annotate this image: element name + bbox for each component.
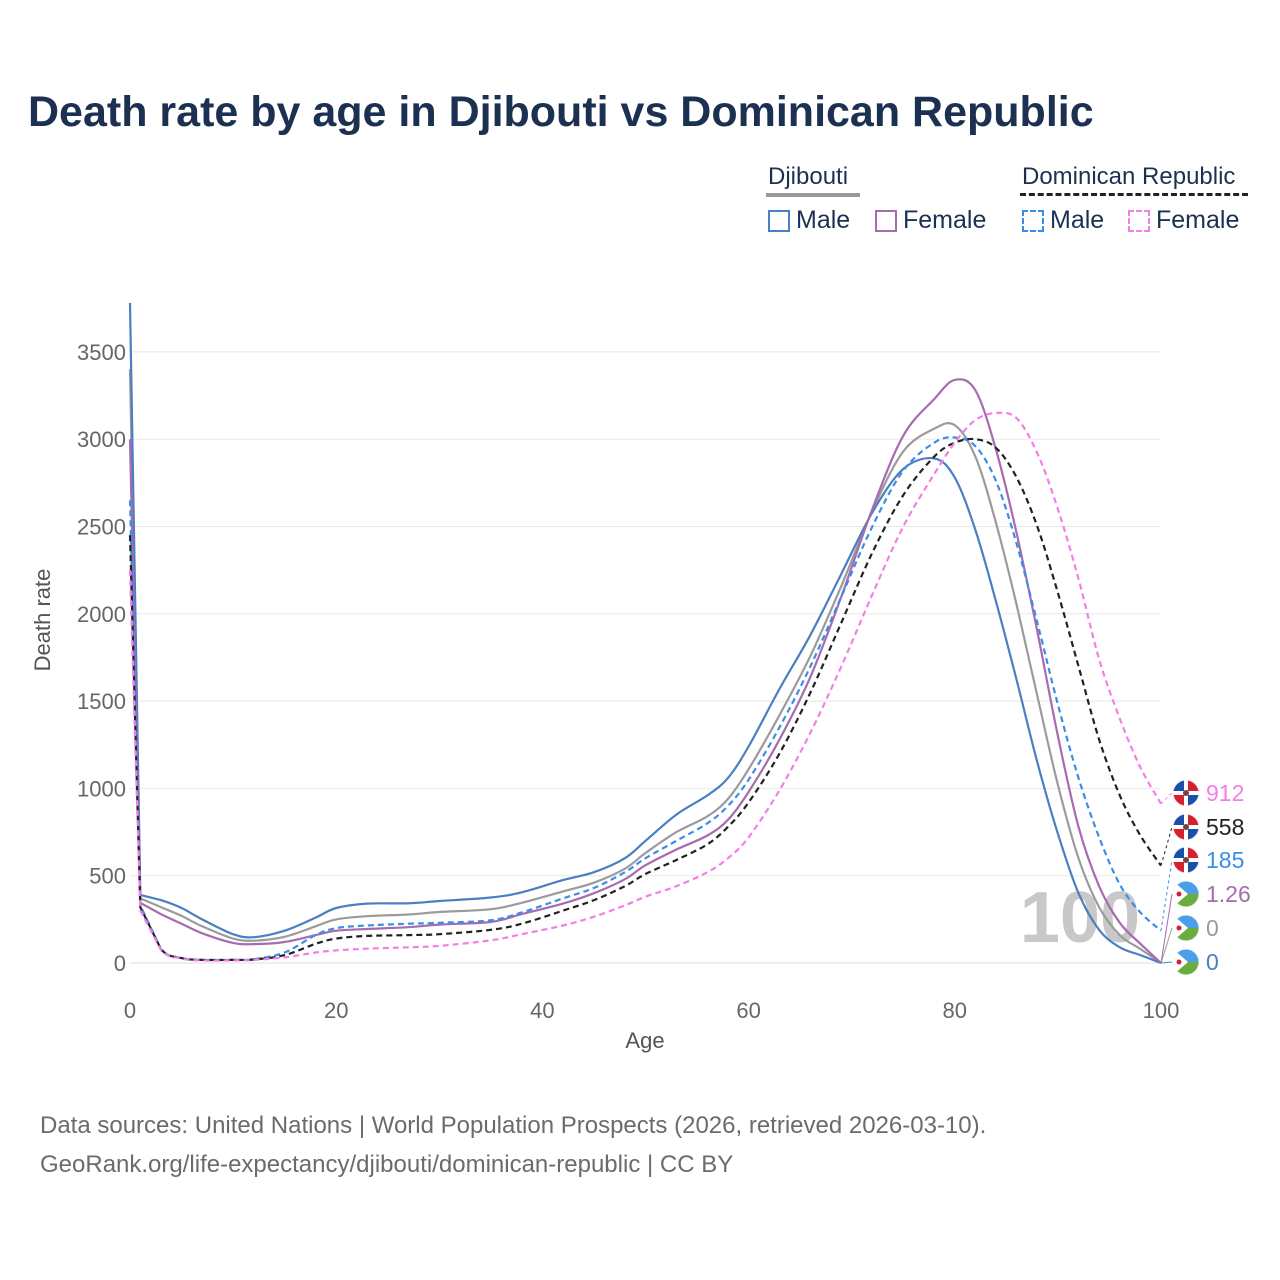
flag-wrapper — [1173, 915, 1199, 941]
x-tick-label: 0 — [124, 998, 136, 1023]
footer-source: Data sources: United Nations | World Pop… — [40, 1112, 987, 1139]
y-tick-label: 2500 — [77, 515, 126, 540]
legend-swatch-dominican-female — [1128, 209, 1150, 232]
flag-wrapper — [1173, 847, 1199, 873]
flag-wrapper — [1173, 949, 1199, 975]
legend-item-djibouti-male[interactable]: Male — [768, 206, 850, 235]
grid-lines — [130, 351, 1161, 877]
legend-swatch-djibouti-female — [875, 209, 897, 232]
axes: 0 500 1000 1500 2000 2500 3000 3500 0 20 40 60 80 100 — [77, 340, 1179, 1023]
dominican-republic-flag-icon — [1173, 814, 1199, 840]
djibouti-flag-icon — [1173, 881, 1199, 907]
dominican-republic-flag-icon — [1173, 847, 1199, 873]
chart-title: Death rate by age in Djibouti vs Dominic… — [28, 88, 1094, 136]
end-connector — [1160, 792, 1173, 805]
flag-wrapper — [1173, 814, 1199, 840]
footer-link[interactable]: GeoRank.org/life-expectancy/djibouti/dom… — [40, 1151, 734, 1178]
legend-swatch-dominican-male — [1022, 209, 1044, 232]
flag-star — [1176, 959, 1182, 965]
flag-emblem — [1183, 790, 1189, 796]
flag-emblem — [1183, 857, 1189, 863]
series-line-dominican-republic-female — [128, 411, 1162, 962]
end-connector — [1160, 826, 1173, 866]
x-tick-label: 80 — [943, 998, 967, 1023]
y-tick-label: 3500 — [77, 340, 126, 365]
flag-star — [1176, 925, 1182, 931]
y-tick-label: 0 — [114, 951, 126, 976]
series-line-djibouti-total — [128, 369, 1162, 964]
legend-swatch-djibouti-male — [768, 209, 790, 232]
legend-label-djibouti-female: Female — [903, 206, 987, 234]
footer: Data sources: United Nations | World Pop… — [40, 1106, 986, 1184]
flag-star — [1176, 891, 1182, 897]
end-value-label: 1.26 — [1206, 881, 1251, 907]
flag-emblem — [1183, 824, 1189, 830]
y-tick-label: 2000 — [77, 602, 126, 627]
x-tick-label: 60 — [736, 998, 760, 1023]
legend-item-dominican-male[interactable]: Male — [1022, 206, 1104, 235]
legend-label-djibouti-male: Male — [796, 206, 851, 234]
djibouti-flag-icon — [1173, 949, 1199, 975]
legend-label-dominican-female: Female — [1156, 206, 1240, 234]
dominican-republic-flag-icon — [1173, 780, 1199, 806]
x-tick-label: 40 — [530, 998, 554, 1023]
legend-item-dominican-female[interactable]: Female — [1128, 206, 1239, 235]
end-connector — [1160, 961, 1173, 964]
y-tick-label: 3000 — [77, 427, 126, 452]
series-line-djibouti-male — [128, 302, 1162, 965]
end-value-label: 0 — [1206, 915, 1219, 941]
y-tick-label: 500 — [89, 864, 126, 889]
x-axis-title: Age — [625, 1028, 664, 1053]
end-connector — [1160, 927, 1173, 964]
flag-wrapper — [1173, 881, 1199, 907]
x-tick-label: 100 — [1143, 998, 1180, 1023]
end-value-label: 0 — [1206, 949, 1219, 975]
legend-label-dominican-male: Male — [1050, 206, 1105, 234]
end-connector — [1160, 893, 1173, 963]
end-markers: 912 558 185 1.26 0 0 — [1160, 780, 1251, 975]
series-lines — [128, 302, 1162, 965]
end-value-label: 558 — [1206, 814, 1244, 840]
year-watermark: 100 — [1020, 878, 1140, 958]
end-value-label: 185 — [1206, 847, 1244, 873]
flag-wrapper — [1173, 780, 1199, 806]
series-line-dominican-republic-male — [128, 436, 1162, 962]
series-line-dominican-republic-total — [128, 437, 1162, 962]
legend-item-djibouti-female[interactable]: Female — [875, 206, 986, 235]
djibouti-flag-icon — [1173, 915, 1199, 941]
x-tick-label: 20 — [324, 998, 348, 1023]
y-tick-label: 1000 — [77, 776, 126, 801]
end-value-label: 912 — [1206, 780, 1244, 806]
end-connector — [1160, 859, 1173, 931]
y-tick-label: 1500 — [77, 689, 126, 714]
y-axis-title: Death rate — [30, 569, 55, 672]
